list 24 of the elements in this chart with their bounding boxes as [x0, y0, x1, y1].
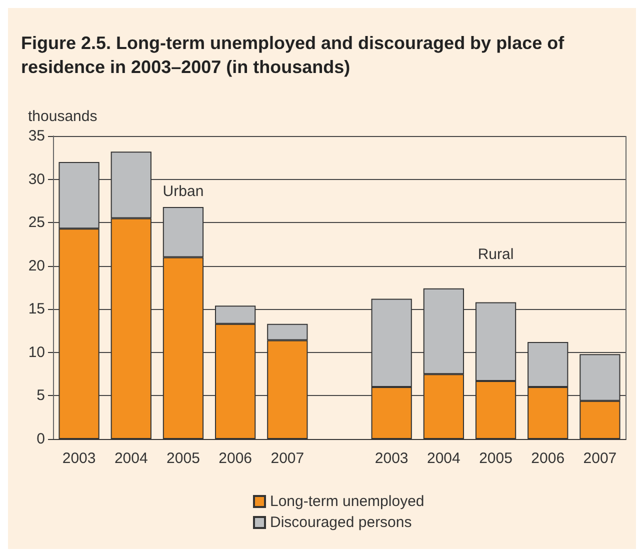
y-tick-label: 10 — [28, 344, 45, 361]
y-tick-label: 15 — [28, 300, 45, 318]
x-tick-label: 2007 — [583, 450, 617, 467]
legend-label: Discouraged persons — [270, 514, 412, 531]
x-tick-label: 2006 — [531, 450, 565, 467]
y-tick-label: 35 — [28, 128, 45, 144]
x-tick-label: 2003 — [62, 450, 96, 467]
x-tick-label: 2004 — [114, 450, 148, 467]
x-tick-label: 2007 — [270, 450, 304, 467]
y-tick-label: 30 — [28, 170, 45, 188]
y-tick-label: 20 — [28, 257, 45, 274]
annotation: Urban — [162, 182, 204, 200]
chart-title: Figure 2.5. Long-term unemployed and discouraged by place of residence in 2003–2007 (in thousands) — [21, 33, 570, 77]
y-tick-label: 0 — [36, 430, 45, 448]
x-tick-label: 2003 — [374, 450, 408, 467]
x-tick-label: 2006 — [218, 450, 252, 467]
y-tick-label: 25 — [28, 214, 45, 232]
y-tick-label: 5 — [36, 387, 45, 404]
x-tick-label: 2005 — [479, 450, 512, 467]
annotation: Rural — [478, 246, 514, 264]
x-tick-label: 2005 — [166, 450, 200, 467]
x-tick-label: 2004 — [426, 450, 460, 467]
legend-label: Long-term unemployed — [270, 493, 424, 510]
y-axis-title: thousands — [28, 108, 98, 125]
